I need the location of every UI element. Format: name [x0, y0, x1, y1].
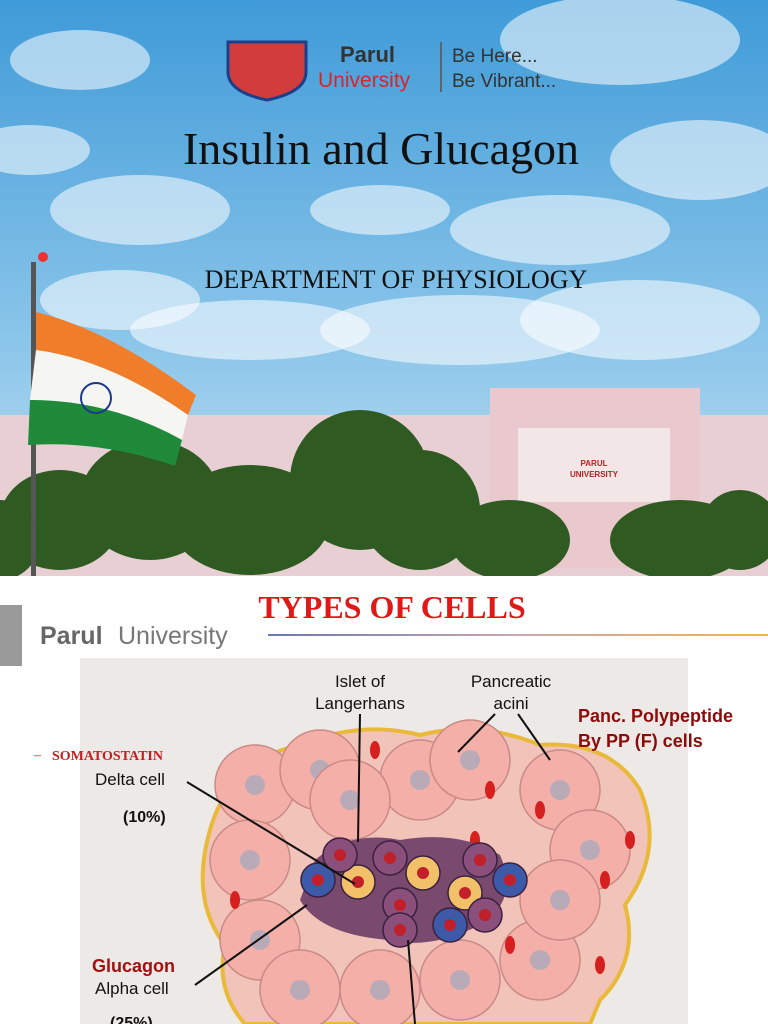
islet-label: Islet of [335, 672, 385, 691]
red-blood-cell [535, 801, 545, 819]
pointer-line [407, 939, 416, 1024]
red-blood-cell [370, 741, 380, 759]
cloud [40, 270, 200, 330]
cloud [310, 185, 450, 235]
red-blood-cell [595, 956, 605, 974]
delta-cell-label: Delta cell [95, 770, 165, 789]
islet-nucleus [417, 867, 429, 879]
slide-title: TYPES OF CELLS [258, 589, 525, 625]
cloud [0, 125, 90, 175]
islet-nucleus [352, 876, 364, 888]
acinus-lumen [340, 790, 360, 810]
islet-nucleus [384, 852, 396, 864]
acinus-lumen [530, 950, 550, 970]
flag-green [28, 400, 182, 466]
building-sign: PARUL [581, 459, 608, 468]
flag-saffron [36, 312, 196, 415]
pointer-line [517, 713, 551, 761]
acinus-lumen [550, 890, 570, 910]
logo-brand: Parul [340, 42, 395, 67]
islet-nucleus [394, 899, 406, 911]
red-blood-cell [230, 891, 240, 909]
pointer-line [186, 781, 356, 885]
acini-label: Pancreatic [471, 672, 552, 691]
cloud [10, 30, 150, 90]
slide-subtitle: DEPARTMENT OF PHYSIOLOGY [205, 265, 588, 294]
cloud [450, 195, 670, 265]
cloud [610, 120, 768, 200]
tagline: Be Vibrant... [452, 71, 556, 92]
header-rule [268, 634, 768, 636]
acinus-lumen [370, 980, 390, 1000]
cloud [50, 175, 230, 245]
glucagon-label: Glucagon [92, 956, 175, 976]
acinus-lumen [450, 970, 470, 990]
acinus-lumen [240, 850, 260, 870]
tree [0, 500, 40, 580]
red-blood-cell [485, 781, 495, 799]
islet-nucleus [394, 924, 406, 936]
accent-bar [0, 605, 22, 666]
acinus-lumen [290, 980, 310, 1000]
acinus-lumen [580, 840, 600, 860]
islet-label: Langerhans [315, 694, 405, 713]
pp-label: Panc. Polypeptide [578, 706, 733, 726]
acinus-lumen [245, 775, 265, 795]
cloud [500, 0, 740, 85]
tree [700, 490, 768, 570]
slide-title: Insulin and Glucagon [183, 123, 579, 174]
islet-nucleus [479, 909, 491, 921]
tagline: Be Here... [452, 46, 538, 67]
islet-nucleus [459, 887, 471, 899]
trees [0, 410, 768, 580]
red-blood-cell [505, 936, 515, 954]
acini-label: acini [494, 694, 529, 713]
acinus-lumen [410, 770, 430, 790]
logo-shield [226, 40, 308, 102]
islet-cells [300, 837, 528, 948]
alpha-cell-label: Alpha cell [95, 979, 169, 998]
pointer-line [357, 713, 361, 843]
islet-nucleus [312, 874, 324, 886]
acinus-lumen [550, 780, 570, 800]
islet-nucleus [334, 849, 346, 861]
alpha-percent: (25%) [110, 1015, 153, 1024]
islet-nucleus [504, 874, 516, 886]
cloud [520, 280, 760, 360]
islet-nucleus [474, 854, 486, 866]
islet-nucleus [444, 919, 456, 931]
flag-white [30, 350, 188, 440]
clouds [0, 0, 768, 365]
delta-percent: (10%) [123, 809, 166, 826]
building-sign: UNIVERSITY [570, 470, 619, 479]
tree [170, 465, 330, 575]
flag-chakra [80, 382, 112, 414]
red-blood-cell [625, 831, 635, 849]
pointer-line [457, 713, 496, 753]
acinus-lumen [460, 750, 480, 770]
red-blood-cell [600, 871, 610, 889]
cloud [130, 300, 370, 360]
tree [450, 500, 570, 580]
pp-label: By PP (F) cells [578, 731, 703, 751]
somatostatin-label: SOMATOSTATIN [52, 749, 163, 764]
logo-brand: Parul [40, 622, 103, 650]
logo-brand-sub: University [118, 622, 228, 650]
logo-brand-sub: University [318, 69, 411, 92]
bullet: – [33, 748, 42, 763]
pole-light [38, 252, 48, 262]
building-facade [518, 428, 670, 502]
pointer-line [194, 904, 308, 986]
